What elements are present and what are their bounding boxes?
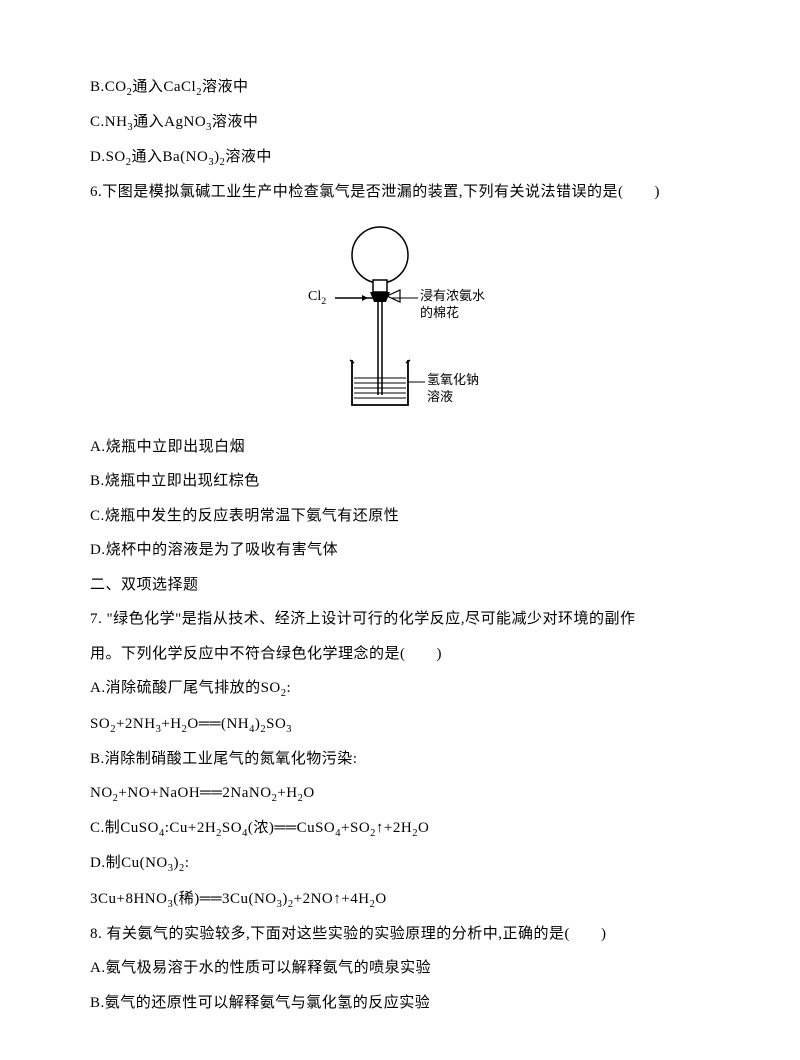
option-5d: D.SO2通入Ba(NO3)2溶液中 [90,140,710,175]
question-6: 6.下图是模拟氯碱工业生产中检查氯气是否泄漏的装置,下列有关说法错误的是( ) [90,175,710,210]
question-7-line1: 7. "绿色化学"是指从技术、经济上设计可行的化学反应,尽可能减少对环境的副作 [90,602,710,637]
option-6a: A.烧瓶中立即出现白烟 [90,430,710,465]
flask-neck [373,280,387,292]
naoh-label-line2: 溶液 [427,389,453,404]
apparatus-diagram: Cl2 浸有浓氨水 的棉花 氢氧化钠 溶液 [300,220,500,420]
option-7b-label: B.消除制硝酸工业尾气的氮氧化物污染: [90,742,710,777]
naoh-label: 氢氧化钠 溶液 [427,372,479,406]
question-7-line2: 用。下列化学反应中不符合绿色化学理念的是( ) [90,637,710,672]
beaker-lip [350,360,410,363]
stopper [370,292,390,302]
option-7a-equation: SO2+2NH3+H2O══(NH4)2SO3 [90,707,710,742]
section-2-heading: 二、双项选择题 [90,568,710,603]
apparatus-diagram-container: Cl2 浸有浓氨水 的棉花 氢氧化钠 溶液 [90,220,710,420]
inlet-arrow-icon [362,295,368,301]
cotton-label: 浸有浓氨水 的棉花 [420,288,485,322]
flask-bulb [352,227,408,283]
option-6c: C.烧瓶中发生的反应表明常温下氨气有还原性 [90,499,710,534]
valve-icon [387,290,400,302]
option-6b: B.烧瓶中立即出现红棕色 [90,464,710,499]
naoh-label-line1: 氢氧化钠 [427,372,479,387]
option-7c: C.制CuSO4:Cu+2H2SO4(浓)══CuSO4+SO2↑+2H2O [90,811,710,846]
option-5c: C.NH3通入AgNO3溶液中 [90,105,710,140]
option-6d: D.烧杯中的溶液是为了吸收有害气体 [90,533,710,568]
option-7d-equation: 3Cu+8HNO3(稀)══3Cu(NO3)2+2NO↑+4H2O [90,882,710,917]
option-8a: A.氨气极易溶于水的性质可以解释氨气的喷泉实验 [90,951,710,986]
option-7b-equation: NO2+NO+NaOH══2NaNO2+H2O [90,776,710,811]
cotton-label-line1: 浸有浓氨水 [420,288,485,303]
question-8: 8. 有关氨气的实验较多,下面对这些实验的实验原理的分析中,正确的是( ) [90,917,710,952]
cotton-label-line2: 的棉花 [420,305,459,320]
cl2-label: Cl2 [308,288,326,309]
option-5b: B.CO2通入CaCl2溶液中 [90,70,710,105]
option-7d-label: D.制Cu(NO3)2: [90,846,710,881]
option-8b: B.氨气的还原性可以解释氨气与氯化氢的反应实验 [90,986,710,1021]
option-7a-label: A.消除硫酸厂尾气排放的SO2: [90,671,710,706]
